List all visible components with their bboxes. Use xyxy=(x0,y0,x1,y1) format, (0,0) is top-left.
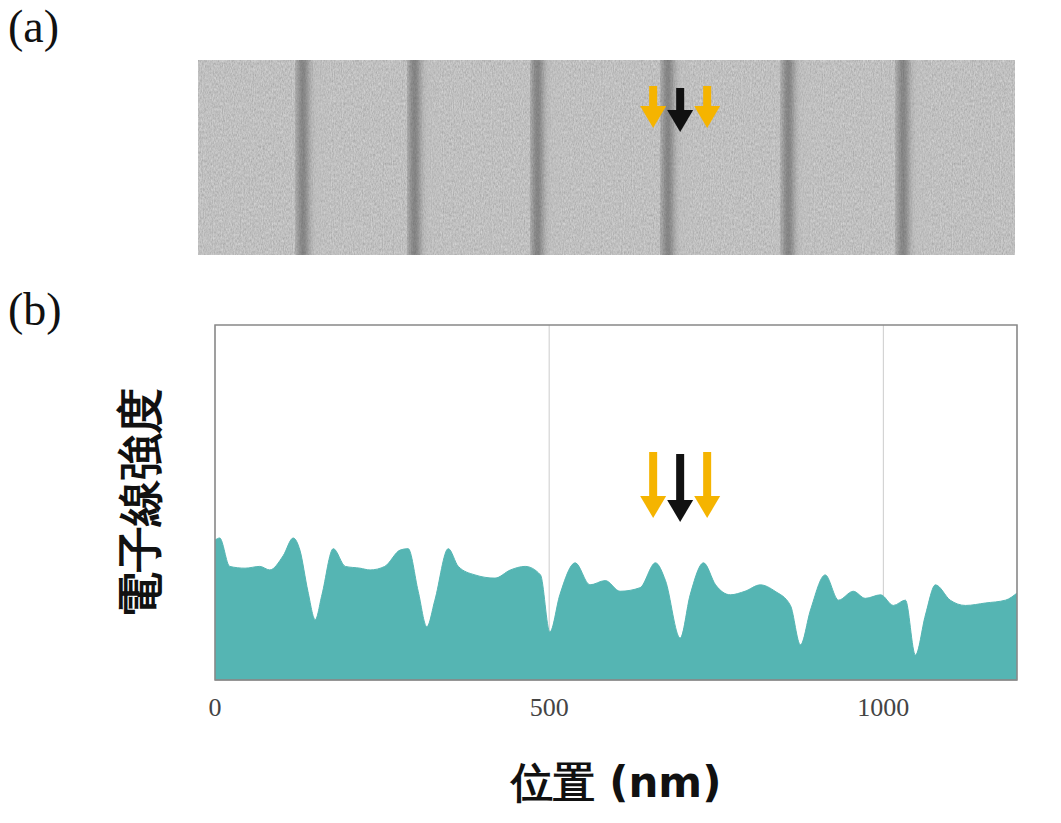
html-text:(b): (b) xyxy=(8,284,62,335)
svg-text:500: 500 xyxy=(530,693,569,722)
html-text:電子線強度: 電子線強度 xyxy=(113,387,167,618)
svg-text:1000: 1000 xyxy=(857,693,909,722)
svg-text:0: 0 xyxy=(209,693,222,722)
html-text:(a): (a) xyxy=(8,1,60,52)
html-text:位置 (nm): 位置 (nm) xyxy=(510,758,722,807)
